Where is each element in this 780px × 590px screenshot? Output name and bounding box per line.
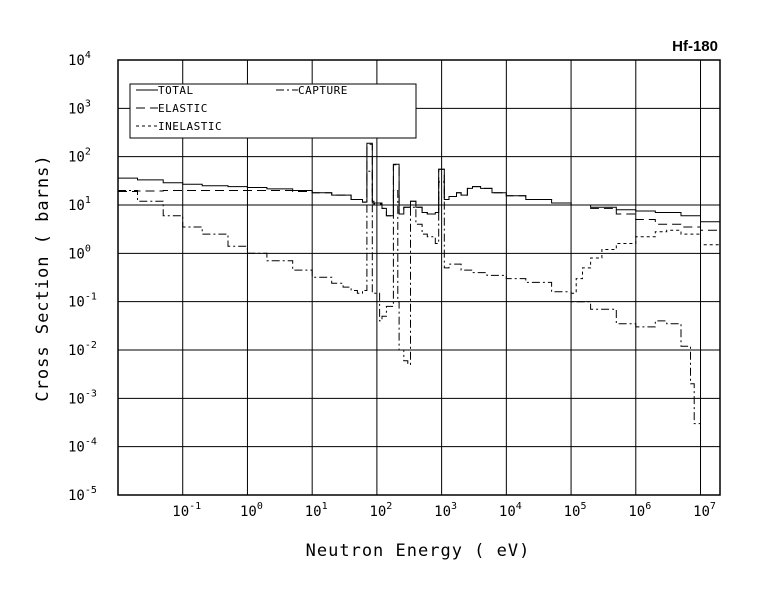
y-tick-label-1: 10-4 [68, 437, 97, 456]
legend-label-inelastic: INELASTIC [158, 120, 222, 133]
x-tick-label-7: 106 [628, 501, 651, 520]
legend-label-total: TOTAL [158, 84, 194, 97]
y-tick-label-0: 10-5 [68, 485, 97, 504]
legend-box [129, 83, 417, 139]
x-axis-title: Neutron Energy ( eV) [306, 541, 531, 561]
x-tick-label-1: 100 [240, 501, 263, 520]
y-tick-label-6: 101 [68, 195, 91, 214]
y-tick-label-7: 102 [68, 147, 91, 166]
x-tick-label-3: 102 [369, 501, 392, 520]
y-tick-label-8: 103 [68, 98, 91, 117]
y-tick-label-5: 100 [68, 243, 91, 262]
legend-label-capture: CAPTURE [298, 84, 348, 97]
series-line-elastic [118, 143, 721, 235]
series-line-inelastic [571, 229, 721, 294]
series-layer [118, 142, 721, 481]
legend: TOTAL ELASTIC INELASTIC CAPTURE [129, 83, 417, 139]
x-tick-label-5: 104 [499, 501, 522, 520]
legend-label-elastic: ELASTIC [158, 102, 208, 115]
series-line-capture [118, 170, 701, 481]
x-tick-label-2: 101 [305, 501, 328, 520]
chart-title: Hf-180 [672, 38, 718, 55]
x-tick-label-8: 107 [693, 501, 716, 520]
grid-lines [118, 59, 720, 496]
x-tick-label-0: 10-1 [172, 501, 201, 520]
y-axis-title: Cross Section ( barns) [33, 154, 53, 401]
series-line-total [118, 142, 721, 223]
x-tick-label-6: 105 [564, 501, 587, 520]
y-tick-label-4: 10-1 [68, 292, 97, 311]
y-tick-label-2: 10-3 [68, 388, 97, 407]
y-tick-label-9: 104 [68, 50, 91, 69]
x-tick-labels: 10-1 100 101 102 103 104 105 106 107 [172, 501, 716, 520]
y-tick-label-3: 10-2 [68, 340, 97, 359]
y-tick-labels: 10-5 10-4 10-3 10-2 10-1 100 101 102 103 104 [68, 50, 97, 504]
x-tick-label-4: 103 [434, 501, 457, 520]
